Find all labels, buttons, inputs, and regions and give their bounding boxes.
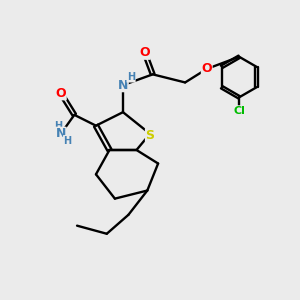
- Text: H: H: [64, 136, 72, 146]
- Text: Cl: Cl: [233, 106, 245, 116]
- Text: S: S: [146, 129, 154, 142]
- Text: H: H: [54, 121, 62, 131]
- Text: O: O: [56, 87, 66, 100]
- Text: N: N: [56, 127, 66, 140]
- Text: N: N: [118, 79, 128, 92]
- Text: O: O: [139, 46, 150, 59]
- Text: H: H: [127, 72, 135, 82]
- Text: O: O: [201, 62, 212, 75]
